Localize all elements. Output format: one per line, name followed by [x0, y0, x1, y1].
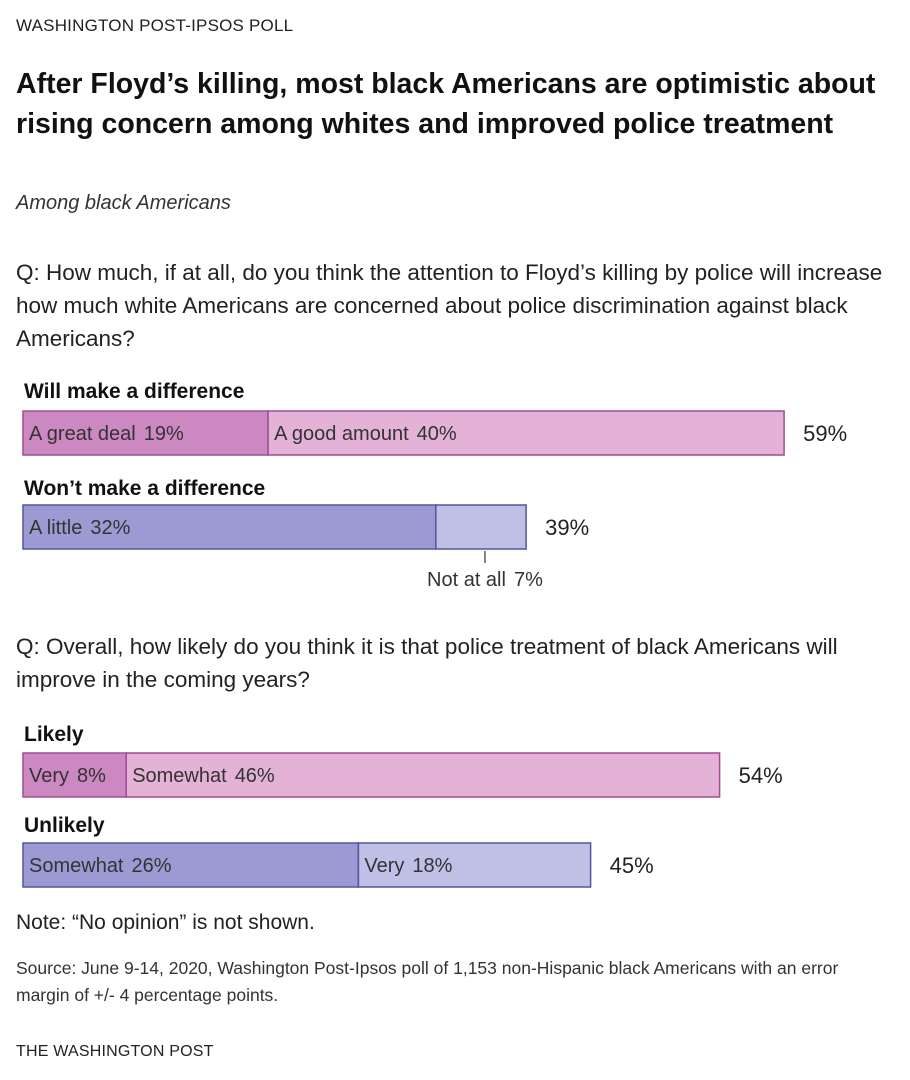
seg-label-won-t-make-a-difference-a-little: A little 32%: [29, 517, 131, 539]
bar-will-make-a-difference-a-great-deal: [22, 410, 269, 456]
question-2: Q: Overall, how likely do you think it i…: [16, 634, 838, 692]
chart-title: After Floyd’s killing, most black Americ…: [16, 68, 876, 140]
source: Source: June 9-14, 2020, Washington Post…: [16, 958, 839, 1005]
seg-label-likely-very: Very 8%: [29, 765, 106, 787]
chart-subtitle: Among black Americans: [16, 192, 231, 214]
seg-label-unlikely-somewhat: Somewhat 26%: [29, 855, 172, 877]
group-label-likely: Likely: [24, 723, 84, 746]
footer-credit: THE WASHINGTON POST: [16, 1043, 214, 1060]
question-1: Q: How much, if at all, do you think the…: [16, 260, 883, 351]
bar-unlikely-very: [357, 842, 592, 888]
seg-label-unlikely-very: Very 18%: [364, 855, 452, 877]
bar-will-make-a-difference-a-good-amount: [267, 410, 785, 456]
total-label-likely: 54%: [739, 763, 783, 788]
bar-won-t-make-a-difference-a-little: [22, 504, 437, 550]
seg-label-will-make-a-difference-a-good-amount: A good amount 40%: [274, 423, 457, 445]
group-label-wont-make-difference: Won’t make a difference: [24, 477, 266, 500]
seg-label-likely-somewhat: Somewhat 46%: [132, 765, 275, 787]
group-label-will-make-difference: Will make a difference: [24, 380, 245, 403]
bar-unlikely-somewhat: [22, 842, 360, 888]
callout-label-not-at-all: Not at all 7%: [427, 569, 543, 591]
bar-likely-very: [22, 752, 127, 798]
total-label-will-make-a-difference: 59%: [803, 421, 847, 446]
note: Note: “No opinion” is not shown.: [16, 911, 315, 934]
total-label-won-t-make-a-difference: 39%: [545, 515, 589, 540]
total-label-unlikely: 45%: [610, 853, 654, 878]
bar-won-t-make-a-difference-not-at-all: [435, 504, 527, 550]
seg-label-will-make-a-difference-a-great-deal: A great deal 19%: [29, 423, 184, 445]
kicker: WASHINGTON POST-IPSOS POLL: [16, 16, 294, 35]
bar-likely-somewhat: [125, 752, 721, 798]
group-label-unlikely: Unlikely: [24, 814, 105, 837]
